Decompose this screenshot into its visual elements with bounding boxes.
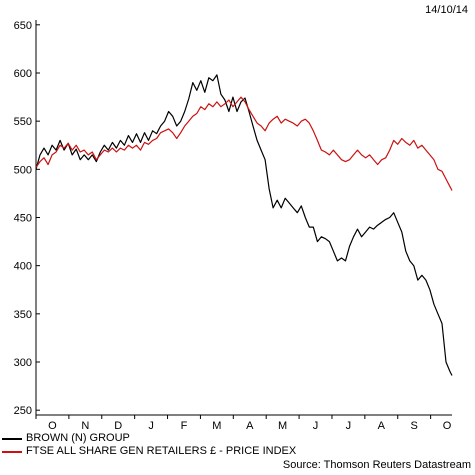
source-note: Source: Thomson Reuters Datastream — [282, 459, 471, 471]
y-tick-label-300: 300 — [14, 357, 32, 369]
legend-label-brown: BROWN (N) GROUP — [26, 432, 130, 444]
legend-swatch-brown — [2, 438, 22, 440]
legend-item-ftse: FTSE ALL SHARE GEN RETAILERS £ - PRICE I… — [0, 445, 475, 458]
legend: BROWN (N) GROUP FTSE ALL SHARE GEN RETAI… — [0, 432, 475, 458]
x-tick-label-7: M — [278, 420, 287, 432]
x-tick-label-6: A — [246, 420, 254, 432]
legend-swatch-ftse — [2, 451, 22, 453]
y-axis-ticks — [36, 24, 40, 411]
x-tick-label-3: J — [148, 420, 154, 432]
x-axis-ticks — [35, 415, 432, 419]
date-stamp: 14/10/14 — [425, 4, 468, 16]
x-tick-label-8: J — [313, 420, 319, 432]
y-tick-label-350: 350 — [14, 309, 32, 321]
y-tick-label-250: 250 — [14, 405, 32, 417]
x-tick-label-12: O — [443, 420, 452, 432]
y-tick-label-400: 400 — [14, 261, 32, 273]
y-tick-label-550: 550 — [14, 116, 32, 128]
x-tick-label-5: M — [212, 420, 221, 432]
x-tick-label-4: F — [181, 420, 188, 432]
x-tick-label-2: D — [114, 420, 122, 432]
y-tick-label-500: 500 — [14, 164, 32, 176]
y-axis-labels: 250 300 350 400 450 500 550 600 650 — [14, 20, 32, 417]
y-tick-label-600: 600 — [14, 68, 32, 80]
y-tick-label-450: 450 — [14, 213, 32, 225]
x-tick-label-10: A — [378, 420, 386, 432]
legend-item-brown: BROWN (N) GROUP — [0, 432, 475, 445]
series-line-1 — [35, 96, 453, 191]
x-tick-label-9: J — [346, 420, 352, 432]
x-tick-label-0: O — [48, 420, 57, 432]
y-tick-label-650: 650 — [14, 20, 32, 32]
series-line-0 — [35, 74, 453, 376]
legend-label-ftse: FTSE ALL SHARE GEN RETAILERS £ - PRICE I… — [26, 445, 297, 457]
x-tick-label-1: N — [81, 420, 89, 432]
x-tick-label-11: S — [411, 420, 418, 432]
series-lines — [35, 74, 453, 376]
